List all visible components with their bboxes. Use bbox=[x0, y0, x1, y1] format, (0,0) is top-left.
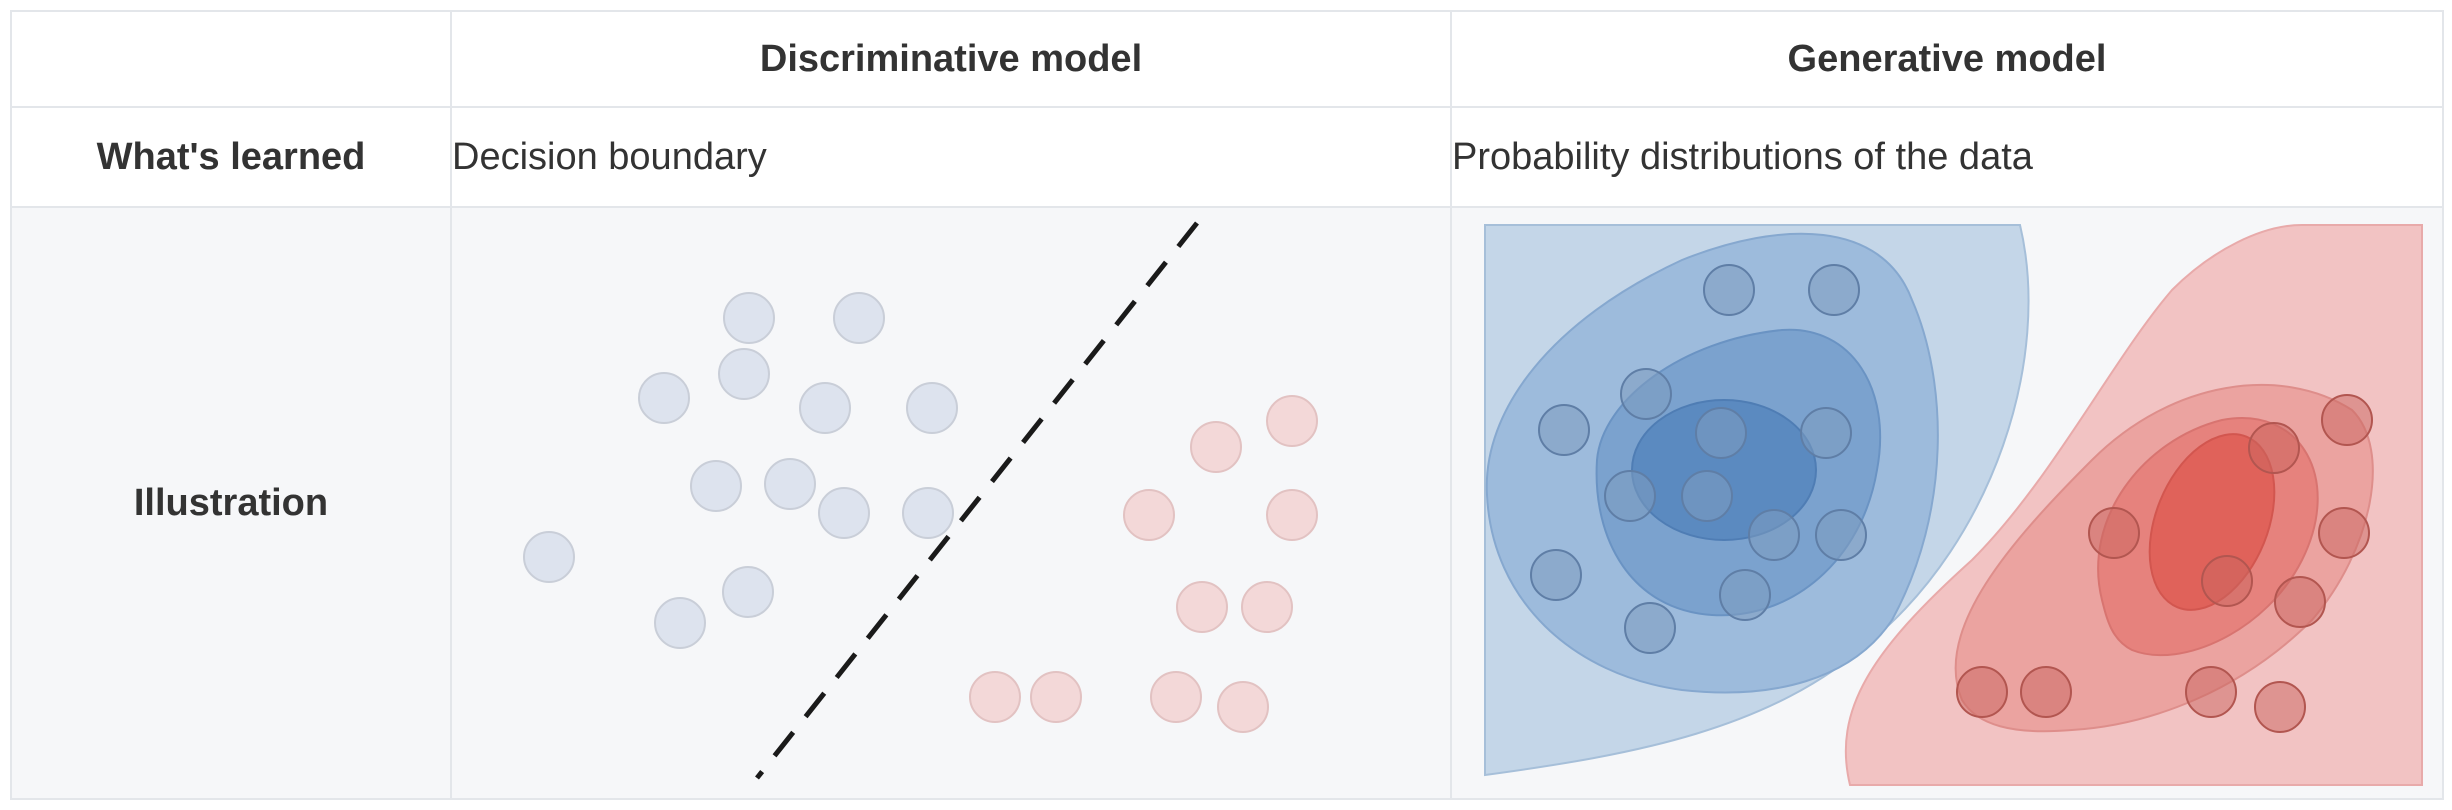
blue-point bbox=[638, 372, 690, 425]
blue-point bbox=[718, 348, 770, 401]
header-row: Discriminative model Generative model bbox=[10, 9, 2444, 109]
red-point bbox=[1956, 666, 2008, 719]
red-point bbox=[1176, 581, 1228, 634]
cell-discriminative-learned: Decision boundary bbox=[450, 106, 1452, 209]
blue-point bbox=[833, 292, 885, 345]
row-label-illustration: Illustration bbox=[10, 206, 452, 800]
red-point bbox=[1241, 581, 1293, 634]
cell-generative-learned: Probability distributions of the data bbox=[1450, 106, 2444, 209]
blue-point bbox=[1620, 368, 1672, 421]
red-point bbox=[2254, 681, 2306, 734]
blue-data-points bbox=[1530, 264, 1867, 655]
blue-point bbox=[1530, 549, 1582, 602]
blue-point bbox=[654, 597, 706, 650]
row-label-whats-learned: What's learned bbox=[10, 106, 452, 209]
red-distribution-contours bbox=[1844, 224, 2423, 787]
blue-point bbox=[722, 566, 774, 619]
red-point bbox=[2274, 576, 2326, 629]
red-class-points bbox=[969, 395, 1318, 734]
blue-point bbox=[1538, 404, 1590, 457]
discriminative-illustration bbox=[450, 206, 1452, 800]
red-point bbox=[969, 671, 1021, 724]
header-generative: Generative model bbox=[1450, 9, 2444, 109]
blue-point bbox=[1624, 602, 1676, 655]
comparison-table: Discriminative model Generative model Wh… bbox=[10, 9, 2444, 800]
blue-point bbox=[902, 487, 954, 540]
generative-diagram bbox=[1484, 224, 2423, 787]
blue-point bbox=[906, 382, 958, 435]
row-whats-learned: What's learned Decision boundary Probabi… bbox=[10, 106, 2444, 209]
red-point bbox=[1123, 489, 1175, 542]
blue-point bbox=[1681, 470, 1733, 523]
blue-point bbox=[799, 382, 851, 435]
blue-point bbox=[1695, 407, 1747, 460]
red-point bbox=[2248, 422, 2300, 475]
blue-point bbox=[1815, 509, 1867, 562]
blue-point bbox=[764, 458, 816, 511]
row-illustration: Illustration bbox=[10, 206, 2444, 800]
red-point bbox=[2321, 394, 2373, 447]
corner-cell bbox=[10, 9, 452, 109]
red-point bbox=[1266, 489, 1318, 542]
blue-point bbox=[1800, 407, 1852, 460]
header-discriminative: Discriminative model bbox=[450, 9, 1452, 109]
blue-point bbox=[690, 460, 742, 513]
blue-point bbox=[1748, 509, 1800, 562]
red-point bbox=[2088, 507, 2140, 560]
blue-point bbox=[1703, 264, 1755, 317]
generative-illustration bbox=[1450, 206, 2444, 800]
blue-point bbox=[1604, 470, 1656, 523]
blue-point bbox=[723, 292, 775, 345]
decision-boundary bbox=[755, 221, 1199, 780]
blue-contour-level-4 bbox=[1631, 399, 1817, 542]
red-point bbox=[1266, 395, 1318, 448]
blue-point bbox=[1808, 264, 1860, 317]
blue-class-points bbox=[523, 292, 958, 650]
blue-point bbox=[523, 531, 575, 584]
red-point bbox=[1030, 671, 1082, 724]
discriminative-diagram bbox=[523, 221, 1318, 780]
red-point bbox=[2020, 666, 2072, 719]
red-point bbox=[1217, 681, 1269, 734]
red-point bbox=[2318, 507, 2370, 560]
red-point bbox=[2185, 666, 2237, 719]
blue-point bbox=[1719, 569, 1771, 622]
red-point bbox=[1150, 671, 1202, 724]
red-data-points bbox=[1956, 394, 2373, 734]
blue-point bbox=[818, 487, 870, 540]
red-point bbox=[1190, 421, 1242, 474]
red-point bbox=[2201, 555, 2253, 608]
